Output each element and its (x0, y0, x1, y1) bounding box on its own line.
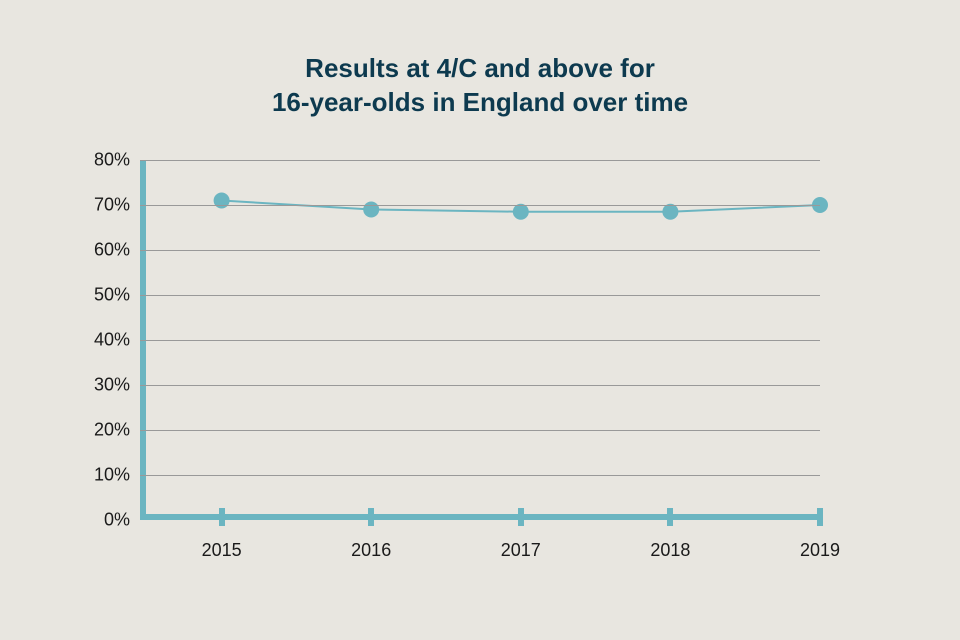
y-axis-label: 40% (94, 330, 130, 351)
x-tick (817, 508, 823, 526)
y-axis-label: 0% (104, 510, 130, 531)
data-marker (513, 204, 529, 220)
data-marker (214, 193, 230, 209)
x-tick (518, 508, 524, 526)
gridline (140, 385, 820, 386)
y-axis-label: 70% (94, 195, 130, 216)
x-tick (368, 508, 374, 526)
plot-area: 0%10%20%30%40%50%60%70%80%20152016201720… (140, 160, 820, 520)
x-axis-label: 2018 (650, 540, 690, 561)
y-axis-label: 30% (94, 375, 130, 396)
gridline (140, 160, 820, 161)
x-tick (219, 508, 225, 526)
y-axis-label: 60% (94, 240, 130, 261)
chart-container: Results at 4/C and above for 16-year-old… (0, 0, 960, 640)
x-axis-label: 2017 (501, 540, 541, 561)
title-line-1: Results at 4/C and above for (305, 53, 655, 83)
data-marker (662, 204, 678, 220)
gridline (140, 250, 820, 251)
y-axis-label: 80% (94, 150, 130, 171)
chart-title: Results at 4/C and above for 16-year-old… (0, 52, 960, 120)
x-axis-label: 2019 (800, 540, 840, 561)
x-axis-label: 2016 (351, 540, 391, 561)
gridline (140, 295, 820, 296)
title-line-2: 16-year-olds in England over time (272, 87, 688, 117)
y-axis-label: 50% (94, 285, 130, 306)
y-axis-label: 10% (94, 465, 130, 486)
x-tick (667, 508, 673, 526)
y-axis-label: 20% (94, 420, 130, 441)
gridline (140, 475, 820, 476)
gridline (140, 430, 820, 431)
x-axis-label: 2015 (202, 540, 242, 561)
gridline (140, 205, 820, 206)
gridline (140, 340, 820, 341)
data-marker (363, 202, 379, 218)
